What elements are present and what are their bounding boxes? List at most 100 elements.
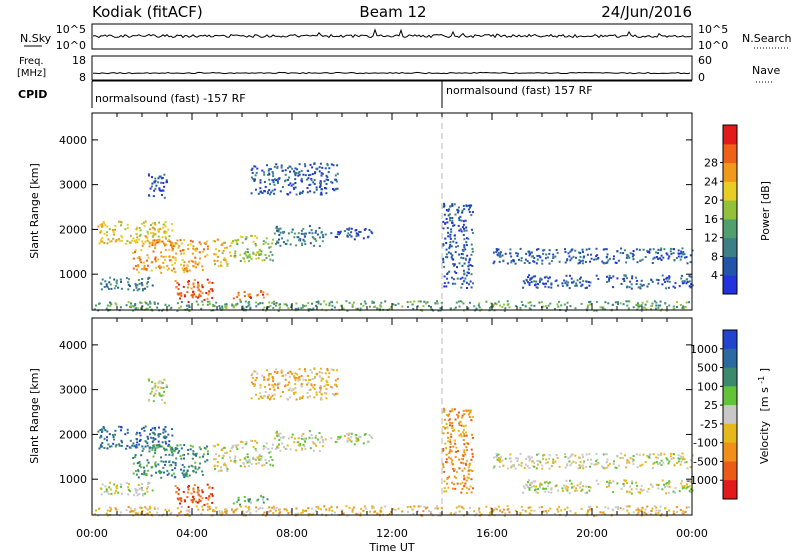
power-cell [269, 168, 272, 171]
velocity-cell [578, 456, 581, 459]
power-cell [627, 307, 630, 310]
velocity-cell [526, 465, 529, 468]
power-cell [303, 163, 306, 166]
power-cell [236, 243, 239, 246]
power-cell [271, 301, 274, 304]
power-cell [499, 253, 501, 256]
velocity-cell [325, 379, 328, 382]
velocity-cell [183, 499, 186, 501]
power-cell [554, 308, 556, 311]
velocity-cell [333, 394, 336, 397]
velocity-cell [608, 481, 611, 484]
power-cell [193, 248, 196, 251]
velocity-cell [495, 453, 498, 455]
power-cell [171, 249, 174, 252]
velocity-cell [180, 506, 183, 508]
velocity-cell [679, 509, 682, 511]
power-cell [203, 298, 206, 301]
velocity-cell [566, 489, 569, 492]
velocity-cell [588, 486, 590, 488]
power-cell [178, 245, 181, 247]
velocity-cell [595, 463, 598, 466]
power-cell [127, 283, 130, 286]
velocity-cell [136, 489, 139, 492]
power-cell [442, 227, 445, 230]
power-cell [308, 225, 311, 228]
velocity-cell [151, 427, 154, 430]
velocity-cell [164, 426, 167, 428]
power-cell [444, 222, 447, 224]
power-cell [225, 246, 228, 249]
velocity-cell [189, 444, 192, 447]
velocity-colorbar-tick-label: 500 [697, 362, 718, 375]
velocity-cell [677, 457, 680, 460]
velocity-cell [187, 506, 190, 508]
time-tick-label: 00:00 [676, 527, 708, 540]
velocity-cell [147, 378, 150, 381]
power-cell [498, 260, 501, 263]
velocity-cell [356, 512, 359, 515]
velocity-cell [358, 435, 361, 438]
velocity-cell [681, 452, 684, 455]
velocity-cell [247, 500, 250, 503]
velocity-cell [166, 473, 169, 476]
velocity-cell [114, 507, 117, 510]
power-cell [336, 164, 339, 167]
velocity-cell [575, 461, 577, 464]
power-cell [555, 249, 558, 251]
time-tick-label: 00:00 [76, 527, 108, 540]
velocity-cell [255, 376, 258, 379]
velocity-cell [533, 485, 536, 488]
power-cell [181, 249, 184, 252]
power-cell [485, 300, 488, 303]
velocity-cell [622, 483, 625, 485]
velocity-cell [622, 457, 625, 459]
velocity-cell [477, 509, 480, 512]
velocity-cell [558, 465, 561, 468]
power-colorbar-tick-label: 4 [711, 269, 718, 282]
power-cell [157, 181, 160, 184]
power-cell [548, 276, 551, 279]
velocity-cell [176, 507, 179, 510]
velocity-cell [272, 380, 275, 383]
power-cell [451, 204, 454, 207]
velocity-cell [453, 513, 456, 516]
power-cell [668, 280, 671, 283]
velocity-cell [114, 429, 117, 432]
power-cell [360, 302, 363, 305]
velocity-cell [104, 429, 107, 432]
power-cell [275, 179, 278, 181]
power-cell [170, 259, 173, 262]
velocity-cell [606, 480, 608, 483]
power-cell [611, 303, 614, 306]
power-cell [126, 239, 129, 242]
power-cell [196, 283, 199, 286]
power-cell [338, 231, 341, 234]
power-cell [150, 224, 152, 226]
velocity-cell [156, 444, 158, 447]
velocity-cell [586, 511, 589, 514]
power-cell [271, 179, 274, 182]
power-cell [306, 187, 309, 189]
velocity-cell [232, 502, 235, 505]
power-cell [545, 282, 547, 285]
power-cell [534, 275, 537, 278]
power-cell [212, 305, 215, 308]
power-cell [469, 280, 472, 283]
velocity-cell [541, 464, 544, 467]
velocity-cell [206, 483, 209, 486]
power-cell [142, 221, 145, 224]
velocity-cell [259, 386, 262, 389]
power-cell [294, 178, 297, 181]
nsky-strip-frame [91, 23, 693, 50]
power-cell [163, 230, 166, 233]
power-cell [243, 252, 246, 255]
velocity-cell [260, 395, 263, 398]
power-cell [471, 265, 474, 267]
velocity-cell [465, 431, 468, 434]
power-cell [425, 301, 428, 304]
power-cell [232, 297, 235, 300]
velocity-cell [174, 447, 177, 449]
power-cell [348, 234, 351, 237]
velocity-cell [582, 456, 584, 458]
